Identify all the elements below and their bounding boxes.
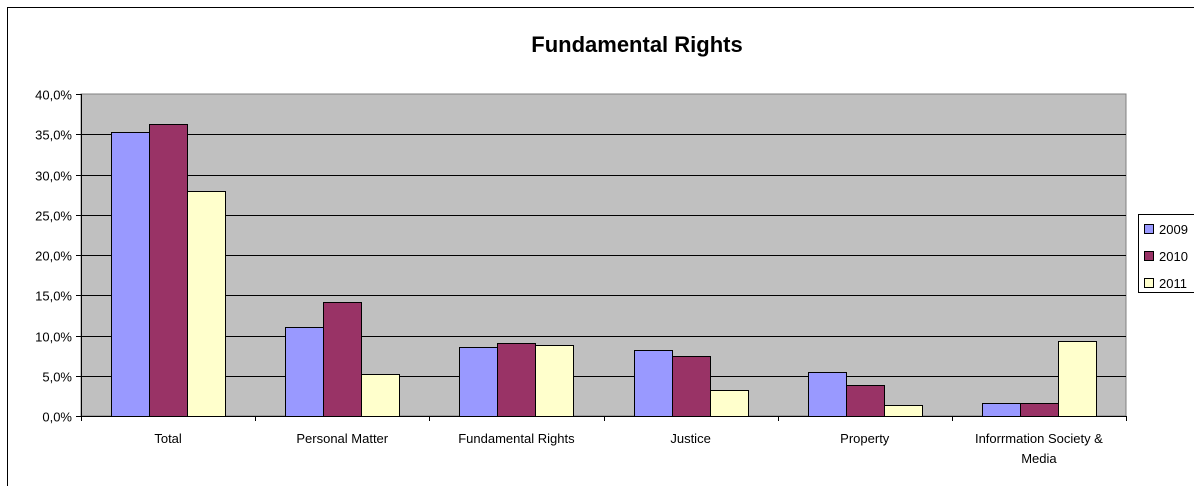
legend: 2009 2010 2011 <box>1138 214 1194 293</box>
y-tick-label: 40,0% <box>35 88 72 103</box>
x-tick-label: Inforrmation Society & Media <box>975 431 1103 466</box>
bar-2010-0 <box>149 124 188 417</box>
bar-2010-4 <box>846 385 885 417</box>
legend-label: 2009 <box>1159 222 1188 237</box>
bar-2009-4 <box>808 372 847 417</box>
y-tick-label: 10,0% <box>35 330 72 345</box>
bar-2009-2 <box>459 347 498 417</box>
x-tick-label: Total <box>154 431 182 446</box>
bar-2011-0 <box>187 191 226 417</box>
x-tick-label: Justice <box>670 431 710 446</box>
y-tick-label: 20,0% <box>35 249 72 264</box>
chart-title: Fundamental Rights <box>531 32 742 57</box>
y-axis: 0,0% 5,0% 10,0% 15,0% 20,0% 25,0% 30,0% 35,0% 40… <box>35 88 82 425</box>
bar-2010-3 <box>672 356 711 417</box>
y-tick-label: 15,0% <box>35 289 72 304</box>
x-tick-label: Personal Matter <box>296 431 388 446</box>
bar-2011-4 <box>884 405 923 417</box>
legend-swatch-2011 <box>1144 278 1154 288</box>
bars <box>111 124 1097 417</box>
bar-2009-3 <box>634 350 673 417</box>
legend-swatch-2010 <box>1144 251 1154 261</box>
bar-2009-1 <box>285 327 324 417</box>
y-tick-label: 0,0% <box>42 410 72 425</box>
bar-2009-0 <box>111 132 150 417</box>
legend-label: 2010 <box>1159 249 1188 264</box>
bar-2011-5 <box>1058 341 1097 417</box>
bar-2009-5 <box>982 403 1021 417</box>
bar-2010-1 <box>323 302 362 417</box>
x-tick-label: Property <box>840 431 890 446</box>
y-tick-label: 25,0% <box>35 209 72 224</box>
bar-2011-2 <box>535 345 574 417</box>
x-axis: Total Personal Matter Fundamental Rights Ju… <box>81 416 1127 466</box>
y-tick-label: 5,0% <box>42 370 72 385</box>
bar-2011-1 <box>361 374 400 417</box>
bar-2010-2 <box>497 343 536 417</box>
x-tick-label: Fundamental Rights <box>458 431 575 446</box>
legend-label: 2011 <box>1159 276 1187 291</box>
gridlines <box>81 134 1126 377</box>
y-tick-label: 35,0% <box>35 128 72 143</box>
legend-swatch-2009 <box>1144 224 1154 234</box>
bar-2011-3 <box>710 390 749 417</box>
bar-2010-5 <box>1020 403 1059 417</box>
y-tick-label: 30,0% <box>35 169 72 184</box>
